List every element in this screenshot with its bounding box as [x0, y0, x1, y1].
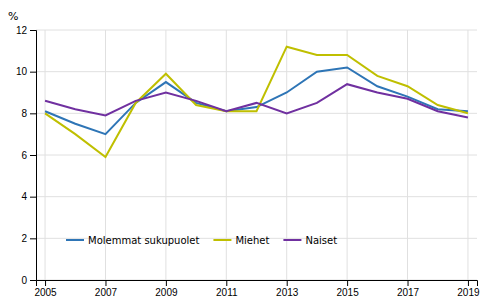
x-tick-label: 2005	[34, 287, 57, 298]
x-tick-mark	[105, 280, 106, 286]
lines	[45, 47, 468, 157]
x-tick-label: 2009	[155, 287, 178, 298]
y-axis-label: %	[8, 10, 18, 23]
legend-item: Miehet	[213, 235, 269, 246]
y-tick: 0	[21, 275, 36, 286]
x-axis-line	[37, 281, 478, 287]
x-tick-mark	[408, 280, 409, 286]
legend-swatch	[213, 239, 231, 241]
y-tick-mark	[30, 72, 36, 73]
y-tick: 10	[16, 66, 36, 77]
y-tick: 2	[21, 233, 36, 244]
x-tick-label: 2013	[276, 287, 299, 298]
y-tick-mark	[30, 30, 36, 31]
y-tick-label: 2	[21, 233, 27, 244]
grid	[36, 30, 477, 280]
x-tick: 2011	[216, 280, 238, 298]
y-tick-mark	[30, 238, 36, 239]
x-tick-label: 2011	[216, 287, 238, 298]
y-tick: 12	[16, 25, 36, 36]
grid-line-y	[36, 196, 477, 197]
x-tick-mark	[347, 280, 348, 286]
grid-line-x	[226, 30, 227, 280]
x-tick: 2013	[276, 280, 299, 298]
grid-line-y	[36, 30, 477, 31]
grid-line-y	[36, 113, 477, 114]
x-tick-label: 2019	[457, 287, 480, 298]
y-tick-mark	[30, 197, 36, 198]
legend: Molemmat sukupuolet Miehet Naiset	[66, 235, 337, 246]
y-tick-label: 8	[21, 108, 27, 119]
x-tick-mark	[226, 280, 227, 286]
x-tick: 2019	[457, 280, 480, 298]
legend-item: Naiset	[283, 235, 337, 246]
x-tick-label: 2015	[336, 287, 359, 298]
y-axis: 0 2 4 6 8 10 12	[16, 25, 37, 286]
y-tick-label: 10	[16, 66, 28, 77]
chart: 2005 2007 2009 2011 2013 2015 2017 2019 0 2 4 6 8 10 1…	[0, 0, 493, 306]
legend-swatch	[66, 239, 84, 241]
x-tick: 2015	[336, 280, 359, 298]
grid-line-x	[45, 30, 46, 280]
legend-swatch	[283, 239, 301, 241]
grid-line-x	[407, 30, 408, 280]
x-tick: 2017	[397, 280, 420, 298]
x-tick-label: 2007	[95, 287, 118, 298]
x-tick: 2005	[34, 280, 57, 298]
x-tick-label: 2017	[397, 287, 420, 298]
y-tick-mark	[30, 280, 36, 281]
series-line	[45, 47, 468, 157]
y-tick-mark	[30, 155, 36, 156]
grid-line-x	[467, 30, 468, 280]
series-line	[45, 68, 468, 135]
y-tick-label: 6	[21, 150, 27, 161]
y-tick-mark	[30, 113, 36, 114]
x-tick: 2007	[95, 280, 118, 298]
x-tick-mark	[287, 280, 288, 286]
y-tick-label: 4	[21, 191, 27, 202]
legend-item: Molemmat sukupuolet	[66, 235, 199, 246]
y-tick: 8	[21, 108, 36, 119]
legend-label: Naiset	[305, 235, 337, 246]
x-tick-mark	[468, 280, 469, 286]
y-tick-label: 12	[16, 25, 28, 36]
legend-label: Molemmat sukupuolet	[88, 235, 199, 246]
y-tick: 6	[21, 150, 36, 161]
x-tick-mark	[166, 280, 167, 286]
x-axis: 2005 2007 2009 2011 2013 2015 2017 2019	[34, 280, 480, 298]
x-tick: 2009	[155, 280, 178, 298]
grid-line-x	[286, 30, 287, 280]
y-tick-label: 0	[21, 275, 27, 286]
x-tick-mark	[45, 280, 46, 286]
y-tick: 4	[21, 191, 36, 202]
y-axis-line	[30, 31, 37, 281]
grid-line-y	[36, 71, 477, 72]
legend-label: Miehet	[235, 235, 269, 246]
plot: 2005 2007 2009 2011 2013 2015 2017 2019 0 2 4 6 8 10 1…	[16, 25, 480, 298]
series-line	[45, 84, 468, 117]
